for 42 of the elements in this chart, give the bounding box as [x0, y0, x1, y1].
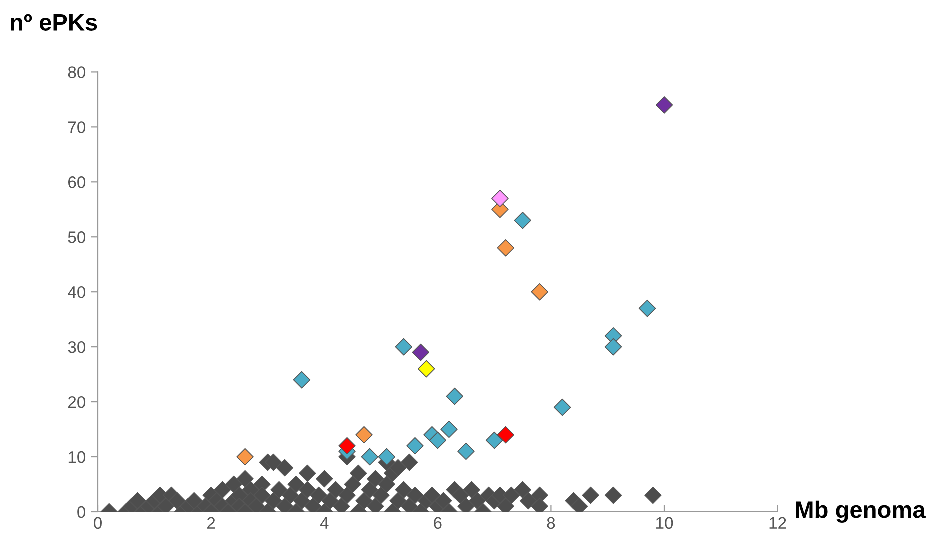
point [356, 426, 373, 444]
point [361, 448, 379, 466]
y-tick-label: 10 [68, 451, 86, 464]
y-tick-label: 0 [78, 506, 86, 518]
point [338, 437, 356, 455]
x-tick-label: 6 [434, 517, 442, 530]
point [378, 448, 396, 466]
point [531, 283, 549, 301]
x-axis-title: Mb genoma [796, 500, 926, 524]
point [638, 300, 656, 318]
point [497, 426, 515, 444]
point [236, 448, 254, 466]
point [497, 239, 515, 257]
point [446, 388, 464, 406]
x-tick-label: 4 [320, 517, 329, 529]
x-tick-label: 8 [547, 517, 556, 530]
point [486, 432, 504, 450]
point [395, 338, 413, 356]
y-tick-label: 40 [68, 286, 86, 298]
x-tick-label: 2 [208, 517, 216, 529]
y-tick-label: 50 [68, 232, 86, 244]
x-tick-label: 12 [770, 517, 786, 529]
y-tick-label: 60 [68, 176, 86, 188]
point [429, 432, 447, 450]
y-tick-label: 20 [68, 396, 86, 408]
point [412, 344, 430, 362]
point [554, 398, 572, 416]
point [604, 338, 622, 356]
x-tick-label: 10 [656, 517, 674, 530]
point [418, 360, 436, 378]
point [656, 96, 674, 114]
point [492, 190, 509, 208]
y-tick-label: 80 [68, 66, 86, 78]
x-tick-label: 0 [94, 517, 102, 530]
point [293, 371, 311, 389]
point [406, 437, 424, 455]
point [514, 212, 532, 230]
point [440, 420, 458, 438]
y-tick-label: 30 [68, 341, 86, 354]
point [458, 442, 475, 460]
y-axis-title: nº ePKs [11, 14, 98, 31]
y-tick-label: 70 [68, 122, 86, 134]
